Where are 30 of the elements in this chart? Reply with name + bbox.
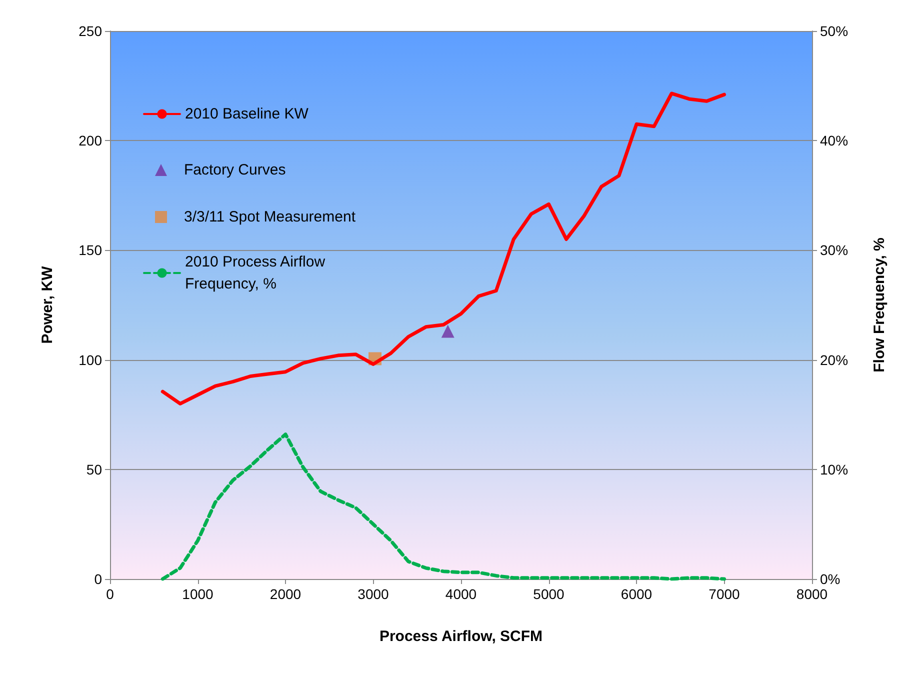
x-tick-label: 3000 <box>358 586 390 602</box>
y2-tick-label: 0% <box>820 571 840 587</box>
x-tick-label: 0 <box>106 586 114 602</box>
legend-label: 3/3/11 Spot Measurement <box>184 208 356 226</box>
x-tick-label: 8000 <box>796 586 828 602</box>
x-tick-label: 1000 <box>182 586 214 602</box>
legend-label: 2010 Process Airflow Frequency, % <box>185 254 330 292</box>
y2-tick-label: 40% <box>820 132 848 149</box>
legend-label: Factory Curves <box>184 162 286 178</box>
y2-tick-label: 30% <box>820 242 848 258</box>
line-series <box>160 432 726 581</box>
y2-tick-label: 10% <box>820 461 848 478</box>
y2-axis-title: Flow Frequency, % <box>871 238 888 372</box>
x-tick-label: 5000 <box>533 586 565 602</box>
y-tick-label: 150 <box>78 242 102 258</box>
y2-tick-label: 50% <box>820 23 848 39</box>
x-tick-label: 7000 <box>708 586 740 602</box>
legend-label: 2010 Baseline KW <box>185 106 310 122</box>
line-series <box>160 92 726 406</box>
y2-tick-label: 20% <box>820 352 848 368</box>
y-tick-label: 50 <box>86 461 102 478</box>
y-axis-title: Power, KW <box>39 265 56 344</box>
y-tick-label: 200 <box>78 132 102 149</box>
x-tick-label: 4000 <box>445 586 477 602</box>
y-tick-label: 100 <box>78 352 102 368</box>
x-tick-label: 2000 <box>270 586 302 602</box>
x-tick-label: 6000 <box>620 586 652 602</box>
y-tick-label: 250 <box>78 23 102 39</box>
y-tick-label: 0 <box>94 571 102 587</box>
x-axis-title: Process Airflow, SCFM <box>379 628 543 645</box>
